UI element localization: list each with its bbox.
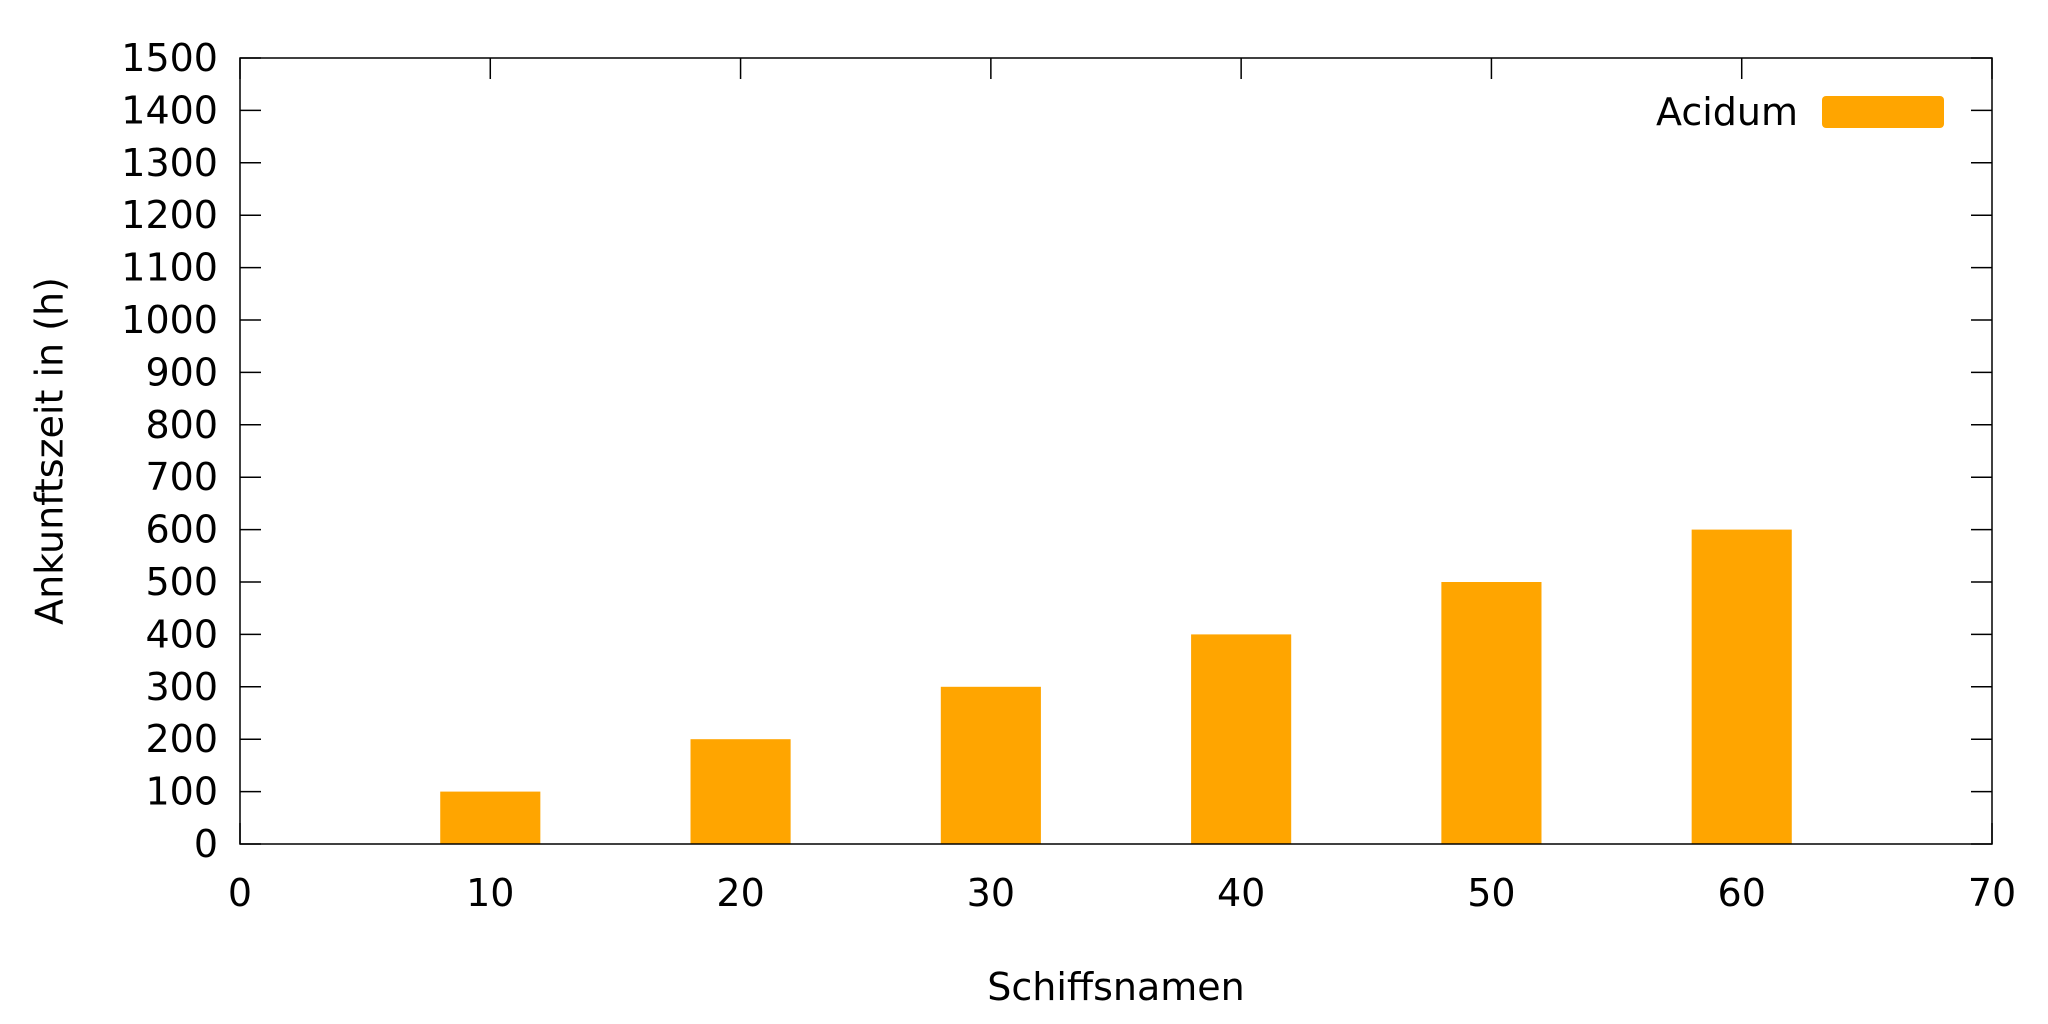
x-tick-label: 60 xyxy=(1718,871,1766,915)
y-tick-label: 1100 xyxy=(121,246,218,290)
x-tick-label: 50 xyxy=(1467,871,1515,915)
y-tick-label: 800 xyxy=(145,403,218,447)
x-tick-label: 0 xyxy=(228,871,252,915)
y-tick-label: 600 xyxy=(145,508,218,552)
y-tick-label: 1300 xyxy=(121,141,218,185)
y-tick-label: 200 xyxy=(145,717,218,761)
y-tick-label: 1500 xyxy=(121,36,218,80)
x-tick-label: 70 xyxy=(1968,871,2016,915)
legend: Acidum xyxy=(1656,90,1944,134)
x-axis-title: Schiffsnamen xyxy=(987,965,1244,1009)
y-tick-label: 300 xyxy=(145,665,218,709)
y-tick-label: 700 xyxy=(145,455,218,499)
y-tick-label: 1000 xyxy=(121,298,218,342)
x-axis-ticks: 0 10 20 30 40 50 60 70 xyxy=(228,58,2016,915)
bar-60 xyxy=(1691,529,1792,844)
y-tick-label: 400 xyxy=(145,612,218,656)
y-tick-label: 100 xyxy=(145,770,218,814)
y-axis-title: Ankunftszeit in (h) xyxy=(28,277,72,625)
plot-area-frame xyxy=(239,57,1993,845)
y-tick-label: 0 xyxy=(194,822,218,866)
bar-10 xyxy=(440,791,541,844)
bar-40 xyxy=(1191,634,1292,844)
x-tick-label: 30 xyxy=(967,871,1015,915)
y-tick-label: 1400 xyxy=(121,88,218,132)
bar-30 xyxy=(940,686,1041,844)
bar-50 xyxy=(1441,582,1542,844)
y-axis-ticks: 0 100 200 300 400 500 600 700 800 900 1000 1100 1200… xyxy=(121,36,1992,866)
x-tick-label: 40 xyxy=(1217,871,1265,915)
y-tick-label: 900 xyxy=(145,350,218,394)
x-tick-label: 10 xyxy=(466,871,514,915)
bar-20 xyxy=(690,739,791,844)
legend-swatch xyxy=(1822,96,1944,128)
y-tick-label: 1200 xyxy=(121,193,218,237)
legend-label: Acidum xyxy=(1656,90,1798,134)
y-tick-label: 500 xyxy=(145,560,218,604)
x-tick-label: 20 xyxy=(716,871,764,915)
bar-series xyxy=(440,529,1792,844)
